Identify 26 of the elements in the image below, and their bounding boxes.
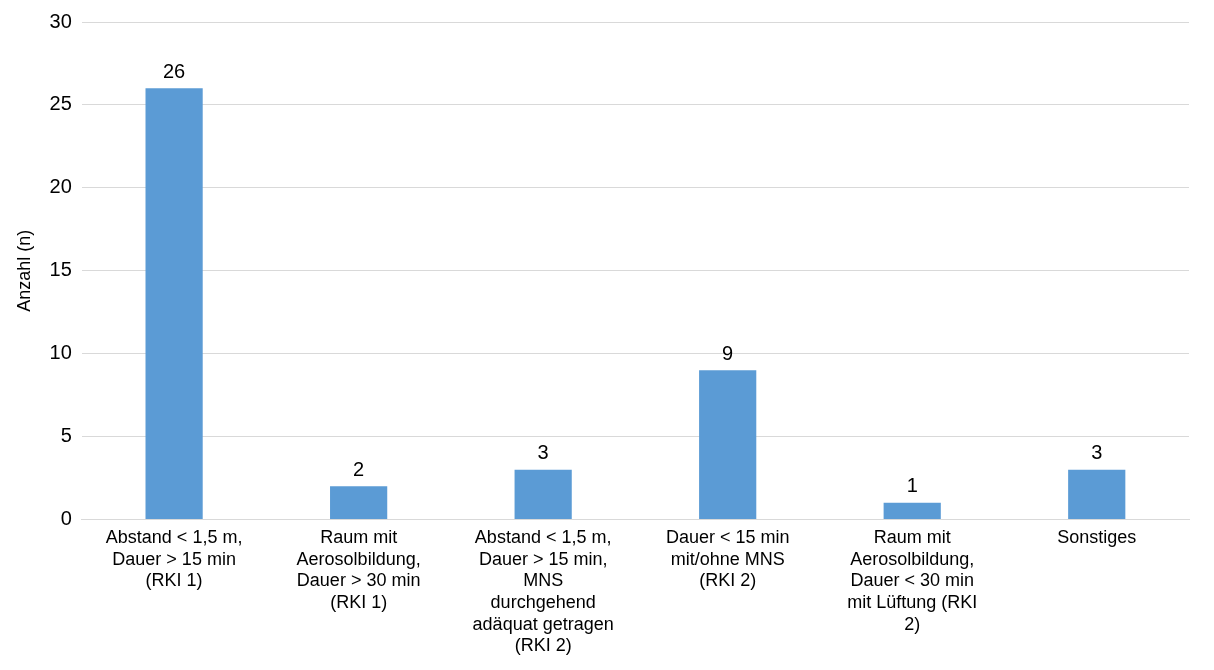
x-tick-label: Abstand < 1,5 m, Dauer > 15 min (RKI 1) [105, 527, 243, 591]
bar [883, 502, 941, 519]
data-label: 26 [162, 59, 186, 82]
y-axis-title: Anzahl (n) [13, 229, 34, 312]
bar [330, 486, 388, 519]
bar [145, 88, 203, 519]
x-tick-label: Sonstiges [1057, 527, 1137, 548]
data-label: 1 [906, 474, 918, 497]
y-tick-label: 0 [60, 506, 72, 529]
bar [1068, 469, 1126, 519]
y-tick-label: 5 [60, 424, 72, 447]
data-label: 2 [353, 457, 365, 480]
x-tick-label: Raum mit Aerosolbildung, Dauer < 30 min mit Lüftung (RKI 2) [847, 527, 978, 634]
bar [514, 469, 572, 519]
y-tick-label: 15 [49, 258, 72, 281]
data-label: 9 [722, 341, 734, 364]
data-label: 3 [537, 441, 549, 464]
x-tick-label: Abstand < 1,5 m, Dauer > 15 min, MNS durchgehend adäquat getragen (RKI 2) [472, 527, 614, 656]
y-tick-label: 20 [49, 175, 72, 198]
bar [699, 370, 757, 519]
x-tick-label: Raum mit Aerosolbildung, Dauer > 30 min (RKI 1) [296, 527, 421, 612]
y-tick-label: 30 [49, 9, 72, 32]
y-tick-label: 10 [49, 341, 72, 364]
data-label: 3 [1091, 441, 1103, 464]
x-tick-label: Dauer < 15 min mit/ohne MNS (RKI 2) [665, 527, 790, 591]
y-tick-label: 25 [49, 92, 72, 115]
